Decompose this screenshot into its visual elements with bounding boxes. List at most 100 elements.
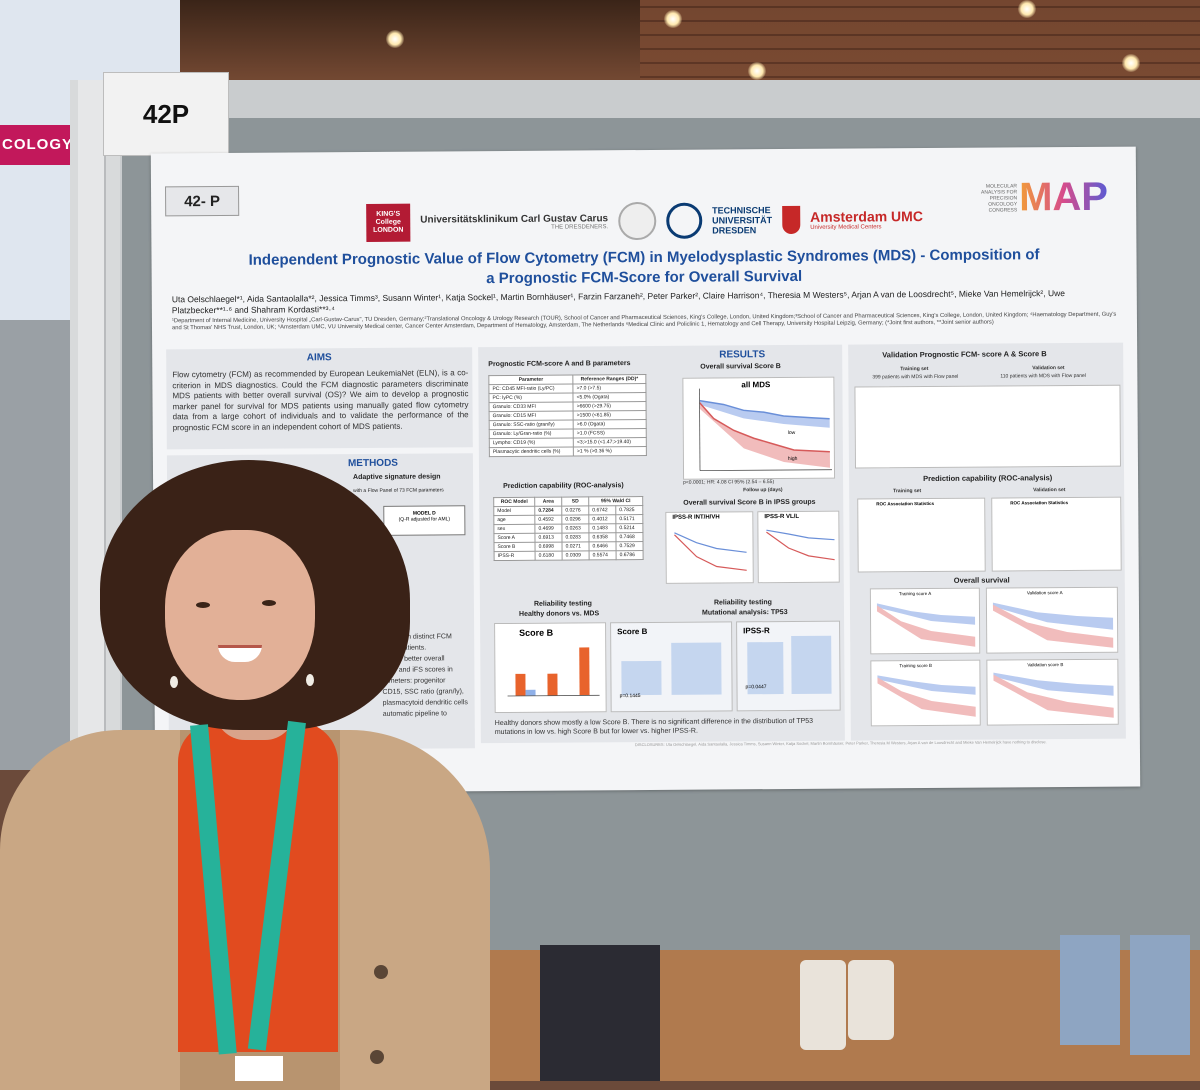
left-eye xyxy=(196,602,210,608)
coat-button xyxy=(370,1050,384,1064)
uk-dresden-logo: Universitätsklinikum Carl Gustav Carus T… xyxy=(420,213,608,231)
pred-cell: 0.6998 xyxy=(535,542,563,552)
presenter xyxy=(0,460,520,1090)
table1-header: Reference Ranges (DD)* xyxy=(572,374,646,385)
os-plot-title: Overall survival Score B xyxy=(700,363,781,371)
tp53-scoreb-title: Score B xyxy=(617,626,648,637)
pred-cell: 0.0276 xyxy=(561,505,589,516)
roc-validation-head: ROC Association Statistics xyxy=(1010,500,1069,506)
pred-cell: 0.6180 xyxy=(535,551,563,561)
table1-cell: >6.0 (Ogata) xyxy=(573,419,647,430)
ceiling-lamp xyxy=(386,30,404,48)
table1-cell: >6600 (>29.75) xyxy=(573,401,647,412)
map-congress-logo: MAP xyxy=(1018,174,1109,220)
brick-wall xyxy=(640,0,1200,90)
pred-title: Prediction capability (ROC-analysis) xyxy=(503,482,624,490)
pred-header: Area xyxy=(534,497,562,507)
visitor-legs xyxy=(1130,935,1190,1055)
amsterdam-umc-name: Amsterdam UMC xyxy=(810,208,923,225)
os-high-label: high xyxy=(787,455,798,463)
screen-banner xyxy=(0,125,70,165)
earring xyxy=(306,674,314,686)
pred-cell: 0.5214 xyxy=(615,523,643,533)
poster-title: Independent Prognostic Value of Flow Cyt… xyxy=(171,245,1116,292)
km-validation-a: Validation score A xyxy=(985,586,1119,654)
validation-sub: 110 patients with MDS with Flow panel xyxy=(1000,372,1086,380)
pred-cell: 0.0271 xyxy=(562,541,590,552)
results-heading: RESULTS xyxy=(719,349,766,361)
amsterdam-umc-logo: Amsterdam UMC University Medical Centers xyxy=(810,208,923,231)
logo-row: KING'S College LONDON Universitätsklinik… xyxy=(366,198,923,244)
pred-cell: 0.5171 xyxy=(615,514,643,524)
pred-cell: 0.5574 xyxy=(589,550,617,560)
aims-text: Flow cytometry (FCM) as recommended by E… xyxy=(172,368,469,432)
side-panel xyxy=(0,320,70,770)
training-sub: 399 patients with MDS with Flow panel xyxy=(872,373,959,381)
map-congress-tagline: MOLECULAR ANALYSIS FOR PRECISION ONCOLOG… xyxy=(981,183,1018,214)
visitor-boot xyxy=(800,960,846,1050)
uk-dresden-name: Universitätsklinikum Carl Gustav Carus xyxy=(420,212,609,226)
validation-training-label: Training set xyxy=(893,488,922,495)
pred-cell: 0.6913 xyxy=(535,533,563,543)
reliab2-title: Reliability testing xyxy=(713,599,772,607)
validation-title: Validation Prognostic FCM- score A & Sco… xyxy=(882,349,1047,360)
km-training-b-title: Training score B xyxy=(899,663,932,669)
km-training-b-curve xyxy=(877,675,976,717)
face xyxy=(165,530,315,700)
pred-cell: 0.1483 xyxy=(588,523,616,533)
ceiling-lamp xyxy=(1122,54,1140,72)
tp53-scoreb-bars xyxy=(621,642,722,696)
reliab1-sub: Healthy donors vs. MDS xyxy=(518,610,600,618)
ipss-plot-right: IPSS-R VL/L xyxy=(757,510,840,584)
scoreb-bar-chart: Score B xyxy=(494,622,607,714)
ipss-plot-left: IPSS-R INT/H/VH xyxy=(665,511,754,584)
km-validation-b-curve xyxy=(993,672,1114,718)
reliab1-title: Reliability testing xyxy=(533,600,592,608)
ceiling-lamp xyxy=(748,62,766,80)
validation-pred-title: Prediction capability (ROC-analysis) xyxy=(923,473,1053,484)
table1-cell: >1500 (<61.85) xyxy=(573,410,647,421)
os-stat: p<0.0001; HR: 4.08 CI 95% (2.54 – 6.55) xyxy=(683,479,775,486)
poster-number: 42- P xyxy=(165,185,240,217)
table1-cell: <3;>15.0 (<1.47;>19.40) xyxy=(573,437,647,448)
os-km-curve xyxy=(698,388,833,472)
pred-cell: 0.6358 xyxy=(588,532,616,542)
visitor-legs xyxy=(540,945,660,1081)
km-validation-b-title: Validation score B xyxy=(1027,662,1064,668)
tp53-scoreb-chart: Score B p=0.1445 xyxy=(610,621,733,713)
pred-header: SD xyxy=(561,496,589,507)
pred-cell: 0.7284 xyxy=(534,506,562,516)
validation-os-title: Overall survival xyxy=(953,575,1010,585)
pred-cell: 0.0283 xyxy=(561,532,590,543)
coat-button xyxy=(374,965,388,979)
scoreb-title: Score B xyxy=(519,627,554,638)
university-seal-icon xyxy=(617,201,657,241)
visitor-boot xyxy=(848,960,894,1040)
validation-label: Validation set xyxy=(1032,365,1065,372)
tp53-scoreb-p: p=0.1445 xyxy=(619,693,641,700)
ipss-title: Overall survival Score B in IPSS groups xyxy=(683,498,816,507)
ceiling-lamp xyxy=(1018,0,1036,18)
km-training-a: Training score A xyxy=(869,587,981,655)
os-low-label: low xyxy=(787,429,796,437)
validation-hr-table xyxy=(854,384,1121,469)
os-xlabel: Follow up (days) xyxy=(743,487,783,494)
screen-banner-text: COLOGY xyxy=(2,136,74,153)
smile xyxy=(218,645,262,662)
roc-validation-table: ROC Association Statistics xyxy=(991,496,1122,572)
roc-training-head: ROC Association Statistics xyxy=(876,500,935,507)
training-label: Training set xyxy=(900,366,929,373)
pred-cell: 0.4012 xyxy=(588,514,616,524)
board-pole xyxy=(78,80,106,820)
aims-heading: AIMS xyxy=(306,352,332,364)
table1-title: Prognostic FCM-score A and B parameters xyxy=(488,360,631,369)
tu-dresden-emblem-icon xyxy=(665,202,703,239)
amsterdam-umc-emblem-icon xyxy=(782,205,801,235)
pred-cell: 0.7825 xyxy=(615,505,643,515)
table1: Parameter Reference Ranges (DD)* PC: CD4… xyxy=(488,373,647,458)
reliab2-sub: Mutational analysis: TP53 xyxy=(701,609,788,617)
km-training-a-curve xyxy=(876,603,976,647)
pred-cell: 0.6466 xyxy=(589,541,617,551)
os-subtitle: all MDS xyxy=(741,380,771,390)
tp53-ipssr-chart: IPSS-R p=0.0447 xyxy=(736,620,841,712)
